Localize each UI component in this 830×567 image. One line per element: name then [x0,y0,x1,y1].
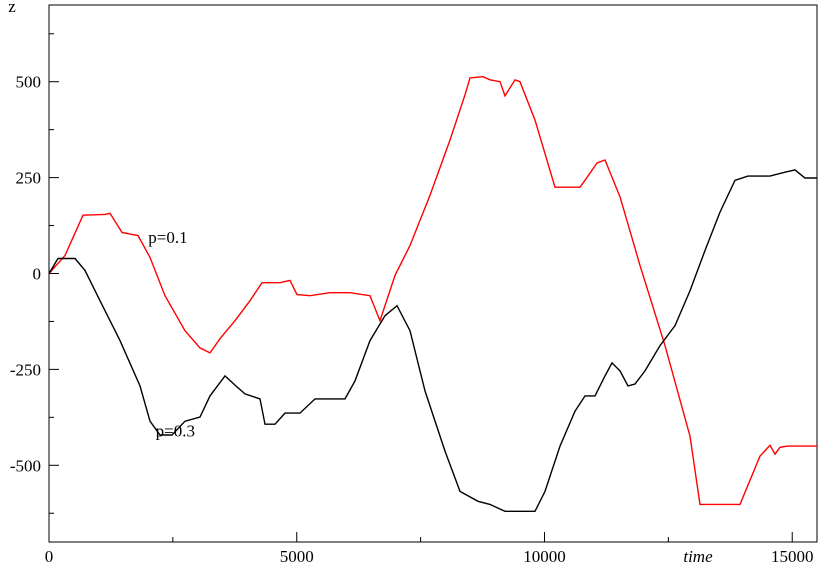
series-line [48,169,817,512]
y-tick-label: 250 [16,169,42,188]
y-axis-label: z [8,0,16,16]
series-label: p=0.3 [156,422,195,441]
series-line [48,75,817,506]
series-label: p=0.1 [148,228,187,247]
plot-frame [48,4,818,543]
x-tick-label: 5000 [280,547,314,566]
y-tick-label: -500 [10,456,41,475]
y-tick-label: 500 [16,73,42,92]
x-tick-label: 10000 [523,547,566,566]
y-tick-label: -250 [10,360,41,379]
x-tick-label: 0 [45,547,54,566]
x-tick-label: 15000 [771,547,814,566]
x-axis-label: time [683,547,713,566]
y-tick-label: 0 [33,265,42,284]
